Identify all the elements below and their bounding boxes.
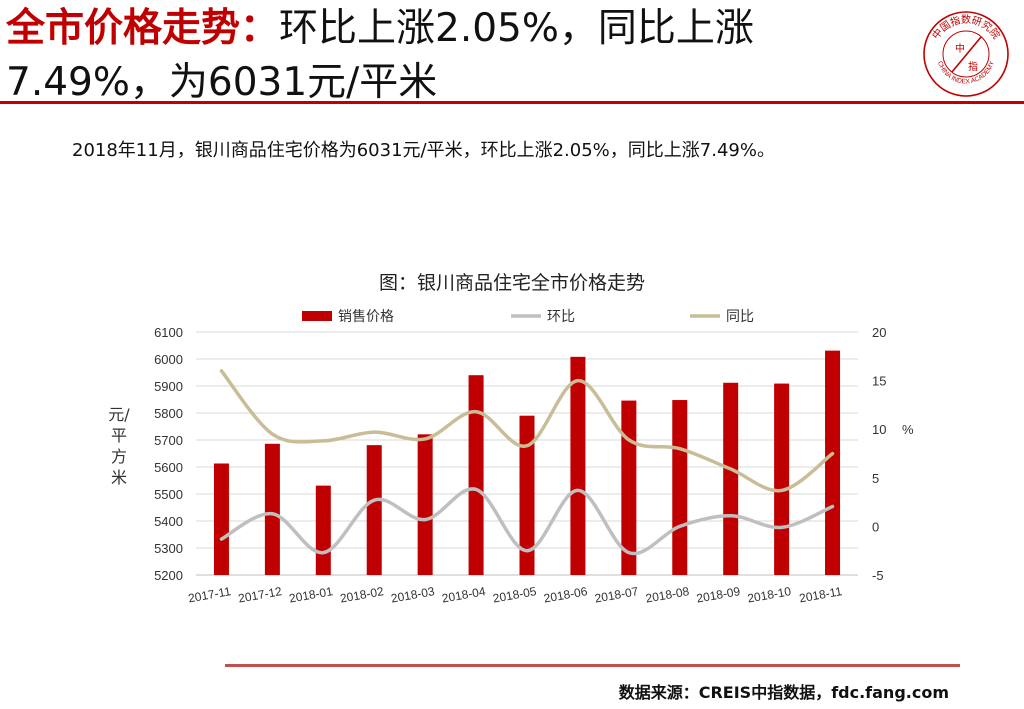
page-title: 全市价格走势：环比上涨2.05%，同比上涨7.49%，为6031元/平米 (6, 2, 906, 110)
line-series-yoy (219, 369, 835, 493)
bar (315, 485, 331, 575)
legend-swatch (302, 311, 332, 321)
y-tick-label: 5500 (154, 487, 183, 502)
bar (213, 463, 229, 575)
bar (774, 383, 790, 575)
bar (519, 415, 535, 575)
x-tick-label: 2018-08 (644, 584, 690, 605)
x-tick-label: 2017-12 (237, 584, 283, 605)
x-tick-label: 2018-04 (441, 584, 487, 605)
bar (570, 356, 586, 575)
seal-logo-icon: 中国指数研究院 CHINA INDEX ACADEMY 中 指 (923, 11, 1009, 97)
x-tick-label: 2018-11 (798, 584, 843, 605)
legend-label: 销售价格 (338, 308, 394, 324)
y2-tick-label: 20 (872, 325, 886, 340)
y2-tick-label: 0 (872, 519, 879, 534)
bar (621, 400, 637, 575)
y-axis-label: 元/平方米 (108, 405, 130, 487)
data-source: 数据来源：CREIS中指数据，fdc.fang.com (618, 683, 949, 702)
y-tick-label: 5700 (154, 433, 183, 448)
x-tick-label: 2018-01 (288, 584, 334, 605)
x-tick-label: 2018-09 (695, 584, 741, 605)
y-tick-label: 5600 (154, 460, 183, 475)
y2-unit-label: % (902, 422, 914, 437)
logo-center-right: 指 (968, 60, 978, 73)
bar (825, 350, 841, 575)
x-tick-label: 2018-05 (492, 584, 538, 605)
chart-title: 图：银川商品住宅全市价格走势 (378, 272, 645, 294)
y-tick-label: 5300 (154, 541, 183, 556)
y2-tick-label: 15 (872, 374, 886, 389)
footer-divider (225, 664, 960, 667)
page-title-highlight: 全市价格走势： (6, 6, 280, 51)
x-tick-label: 2018-10 (746, 584, 792, 605)
y-tick-label: 5400 (154, 514, 183, 529)
legend-label: 同比 (726, 308, 754, 324)
bar (417, 434, 433, 575)
x-tick-label: 2018-02 (339, 584, 385, 605)
bar (723, 382, 739, 575)
bar (672, 400, 688, 575)
x-tick-label: 2018-03 (390, 584, 436, 605)
y-tick-label: 6100 (154, 325, 183, 340)
y-tick-label: 5900 (154, 379, 183, 394)
bar (366, 445, 382, 575)
y-tick-label: 5200 (154, 568, 183, 583)
y2-tick-label: 10 (872, 422, 886, 437)
legend-label: 环比 (547, 308, 575, 324)
bar (468, 375, 484, 575)
y-tick-label: 5800 (154, 406, 183, 421)
x-tick-label: 2018-07 (594, 584, 640, 605)
page-title-rest: 环比上涨2.05%，同比上涨7.49%，为6031元/平米 (6, 6, 754, 105)
y2-tick-label: 5 (872, 471, 879, 486)
summary-text: 2018年11月，银川商品住宅价格为6031元/平米，环比上涨2.05%，同比上… (72, 140, 775, 161)
header-divider (0, 101, 1024, 104)
x-tick-label: 2017-11 (187, 584, 232, 605)
y-tick-label: 6000 (154, 352, 183, 367)
y2-tick-label: -5 (872, 568, 884, 583)
line-series-mom (219, 487, 835, 556)
logo-center-left: 中 (955, 42, 965, 55)
bar (264, 443, 280, 575)
x-tick-label: 2018-06 (543, 584, 589, 605)
